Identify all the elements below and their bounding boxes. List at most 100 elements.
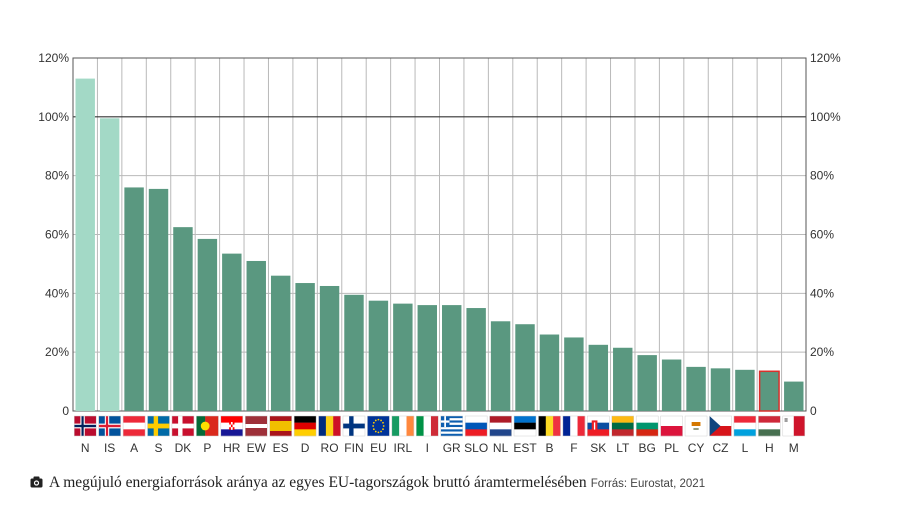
bar-bg: [637, 355, 657, 411]
flag-ew-icon: [245, 415, 268, 437]
bar-a: [124, 187, 144, 411]
flag-est-icon: [513, 415, 537, 437]
x-tick-label: FIN: [344, 441, 363, 455]
bar-gr: [442, 305, 462, 411]
flag-m-icon: [782, 415, 806, 437]
y-tick-label-right: 60%: [810, 228, 834, 242]
x-tick-label: I: [426, 441, 429, 455]
x-tick-label: CZ: [712, 441, 728, 455]
bar-ro: [319, 285, 340, 411]
flag-fin-icon: [342, 415, 366, 437]
y-tick-label-right: 20%: [810, 345, 834, 359]
flag-cy-icon: [684, 415, 708, 437]
flag-hr-icon: [220, 415, 244, 437]
flag-eu-icon: [367, 415, 390, 437]
flag-n-icon: [73, 415, 97, 437]
x-tick-label: IS: [104, 441, 115, 455]
x-tick-label: PL: [664, 441, 679, 455]
flag-es-icon: [269, 415, 292, 437]
bar-cy: [686, 366, 706, 411]
camera-icon: [30, 476, 43, 488]
flag-p-icon: [196, 415, 219, 437]
x-tick-label: NL: [493, 441, 509, 455]
figure-caption: A megújuló energiaforrások aránya az egy…: [30, 474, 705, 492]
bar-est: [515, 324, 535, 411]
y-tick-label-left: 20%: [45, 345, 69, 359]
flag-slo-icon: [464, 415, 488, 437]
flag-bg-icon: [635, 415, 659, 437]
flag-b-icon: [538, 415, 561, 437]
bar-b: [539, 334, 560, 411]
x-tick-label: A: [130, 441, 138, 455]
flag-ro-icon: [318, 415, 341, 437]
renewable-share-chart: 0 0 20% 20% 40% 40% 60% 60% 80% 80% 100% 100% 120% 12…: [38, 51, 841, 455]
y-tick-label-left: 60%: [45, 228, 69, 242]
bar-fin: [344, 294, 364, 411]
flag-l-icon: [733, 415, 757, 437]
x-tick-label: RO: [321, 441, 339, 455]
bar-es: [270, 275, 291, 411]
flag-irl-icon: [391, 415, 415, 437]
x-tick-label: M: [789, 441, 799, 455]
bar-pl: [661, 359, 682, 411]
flag-pl-icon: [660, 415, 683, 437]
x-tick-label: SLO: [464, 441, 488, 455]
bar-s: [148, 188, 169, 411]
bar-i: [417, 305, 437, 411]
flag-sk-icon: [587, 415, 610, 437]
bar-nl: [490, 321, 511, 411]
x-tick-label: SK: [590, 441, 606, 455]
bar-slo: [466, 308, 486, 411]
y-tick-label-right: 120%: [810, 51, 841, 65]
x-tick-label: LT: [616, 441, 630, 455]
bar-irl: [393, 303, 413, 411]
flag-dk-icon: [171, 415, 195, 437]
y-tick-label-right: 100%: [810, 110, 841, 124]
caption-source: Forrás: Eurostat, 2021: [590, 478, 706, 490]
x-tick-label: P: [203, 441, 211, 455]
bar-d: [295, 283, 315, 411]
flag-i-icon: [416, 415, 439, 437]
x-tick-label: DK: [175, 441, 192, 455]
flag-gr-icon: [440, 415, 463, 437]
x-tick-label: S: [155, 441, 163, 455]
bar-n: [75, 78, 95, 411]
x-tick-label: EW: [247, 441, 267, 455]
flag-f-icon: [562, 415, 586, 437]
flag-h-icon: [758, 415, 781, 437]
y-tick-label-right: 40%: [810, 286, 834, 300]
flag-nl-icon: [489, 415, 512, 437]
flag-cz-icon: [709, 415, 732, 437]
bar-eu: [368, 300, 389, 411]
x-tick-label: B: [545, 441, 553, 455]
bar-lt: [613, 347, 633, 411]
x-tick-label: IRL: [394, 441, 413, 455]
flag-is-icon: [98, 415, 121, 437]
x-tick-label: CY: [688, 441, 705, 455]
bar-p: [197, 238, 218, 411]
bar-f: [564, 337, 584, 411]
x-tick-label: H: [765, 441, 774, 455]
bar-h: [758, 370, 780, 412]
flag-a-icon: [122, 415, 146, 437]
bar-dk: [173, 227, 193, 411]
x-tick-label: EU: [370, 441, 387, 455]
x-tick-label: EST: [513, 441, 537, 455]
x-tick-label: BG: [639, 441, 656, 455]
x-tick-label: F: [570, 441, 577, 455]
flag-lt-icon: [611, 415, 634, 437]
caption-text: A megújuló energiaforrások aránya az egy…: [49, 474, 587, 491]
y-tick-label-left: 40%: [45, 286, 69, 300]
x-tick-label: D: [301, 441, 310, 455]
y-tick-label-left: 0: [62, 404, 69, 418]
y-tick-label-left: 80%: [45, 169, 69, 183]
x-tick-label: GR: [443, 441, 461, 455]
plot-frame: [72, 57, 807, 412]
x-tick-label: N: [81, 441, 90, 455]
bar-is: [99, 118, 120, 411]
y-tick-label-right: 0: [810, 404, 817, 418]
y-tick-label-left: 120%: [38, 51, 69, 65]
flag-d-icon: [293, 415, 317, 437]
y-tick-label-right: 80%: [810, 169, 834, 183]
bar-sk: [588, 344, 609, 411]
